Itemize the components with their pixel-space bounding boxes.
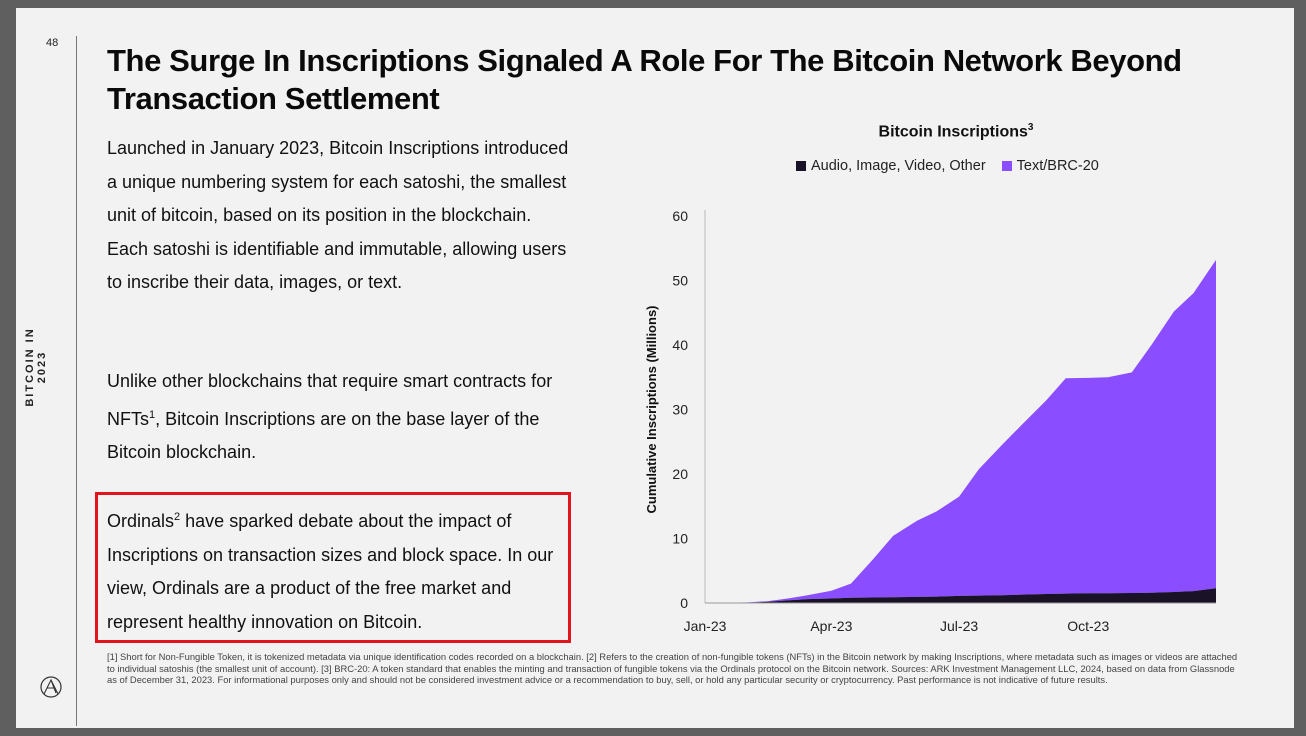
paragraph-intro: Launched in January 2023, Bitcoin Inscri…: [107, 138, 569, 293]
legend-label-text: Text/BRC-20: [1016, 158, 1099, 174]
paragraph-ordinals-text-b: have sparked debate about the impact of …: [107, 511, 554, 632]
vertical-divider: [76, 36, 77, 726]
x-tick-label: Jan-23: [684, 618, 727, 634]
paragraph-nfts-text-b: , Bitcoin Inscriptions are on the base l…: [107, 408, 540, 463]
highlight-box: [95, 492, 571, 643]
chart-title: Bitcoin Inscriptions3: [776, 122, 1136, 141]
legend-label-audio: Audio, Image, Video, Other: [811, 158, 986, 174]
series-area-audio-image-video-other: [705, 588, 1216, 603]
y-tick-label: 0: [680, 595, 688, 611]
slide: 48 BITCOIN IN 2023 The Surge In Inscript…: [16, 8, 1294, 728]
legend-swatch-audio: [796, 161, 806, 171]
x-tick-label: Apr-23: [810, 618, 852, 634]
paragraph-nfts: Unlike other blockchains that require sm…: [107, 365, 577, 470]
paragraph-ordinals-text-a: Ordinals: [107, 511, 175, 531]
y-tick-label: 50: [672, 273, 688, 289]
paragraph-ordinals: Ordinals2 have sparked debate about the …: [107, 501, 577, 639]
inscriptions-area-chart: 0 10 20 30 40 50 60 Jan-23 Apr-23 Jul-23 Oct-23 Cum…: [644, 208, 1216, 634]
x-tick-label: Jul-23: [940, 618, 978, 634]
paragraph-nfts-text-a: Unlike other blockchains that require sm…: [107, 371, 553, 429]
y-tick-label: 30: [672, 402, 688, 418]
footnote-ref-2: 2: [174, 511, 181, 523]
page-number: 48: [46, 37, 59, 49]
legend-item-audio: Audio, Image, Video, Other: [796, 158, 986, 174]
x-tick-label: Oct-23: [1067, 618, 1109, 634]
ark-logo-icon: [40, 676, 62, 698]
footnote-ref-1: 1: [149, 408, 156, 421]
y-tick-label: 60: [672, 208, 688, 224]
y-tick-label: 20: [672, 466, 688, 482]
chart-legend: Audio, Image, Video, Other Text/BRC-20: [796, 158, 1176, 174]
page-title: The Surge In Inscriptions Signaled A Rol…: [107, 43, 1182, 116]
series-area-text-brc20: [705, 259, 1216, 603]
legend-swatch-text: [1001, 161, 1012, 171]
footnote: [1] Short for Non-Fungible Token, it is …: [107, 651, 1238, 685]
y-axis-label: Cumulative Inscriptions (Millions): [644, 305, 659, 513]
y-tick-label: 10: [672, 531, 688, 547]
footnote-ref-3: 3: [1027, 122, 1034, 133]
side-label: BITCOIN IN 2023: [24, 327, 48, 407]
y-tick-label: 40: [672, 337, 688, 353]
chart-title-text: Bitcoin Inscriptions: [878, 123, 1028, 141]
legend-item-text: Text/BRC-20: [1001, 158, 1099, 174]
